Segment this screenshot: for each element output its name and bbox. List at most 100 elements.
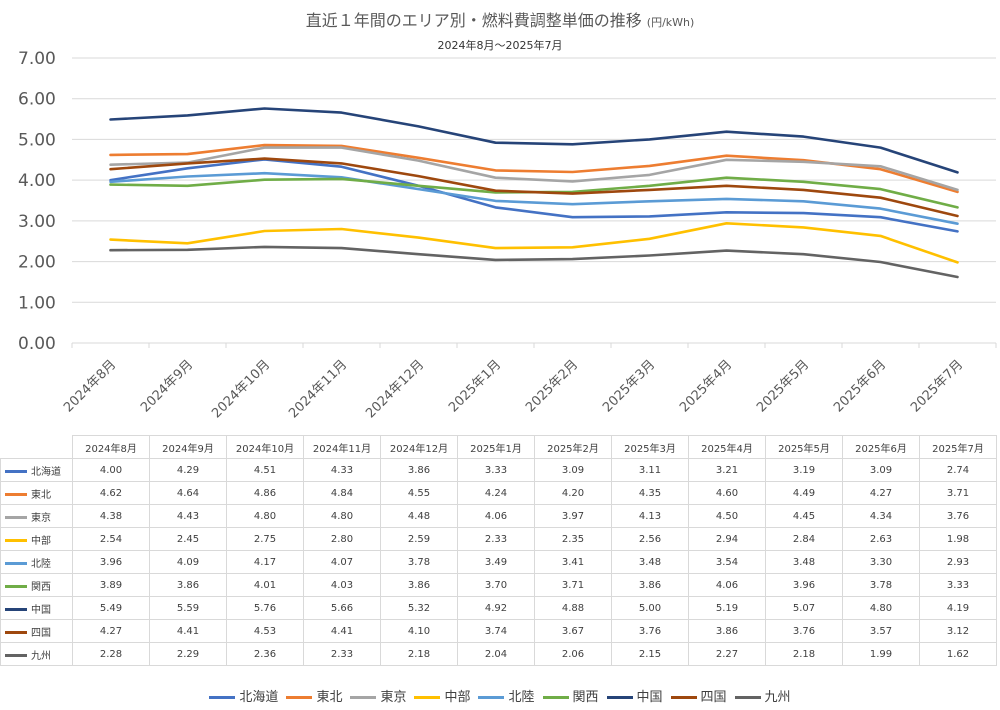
table-cell: 3.76 [611,619,689,643]
table-cell: 4.60 [688,481,766,505]
table-cell: 3.78 [842,573,920,597]
table-cell: 4.49 [765,481,843,505]
table-cell: 3.86 [380,458,458,482]
x-tick-label: 2024年11月 [286,357,350,421]
legend-label: 関西 [572,690,599,705]
legend-item: 東京 [350,686,406,705]
legend-key [5,608,27,611]
y-tick-label: 6.00 [18,90,56,110]
series-line [109,171,959,225]
table-row: 中部 2.54 2.45 2.75 2.80 2.59 2.33 2.35 2.56 2.94 2.… [0,527,997,551]
x-tick-label: 2025年7月 [908,357,966,415]
table-cell: 5.76 [226,596,304,620]
x-tick-label: 2025年4月 [677,357,735,415]
table-column-header: 2025年3月 [611,435,689,459]
x-tick-label: 2025年5月 [754,357,812,415]
table-cell: 3.09 [842,458,920,482]
table-cell: 4.62 [72,481,150,505]
legend-label: 中部 [444,690,471,705]
table-cell: 5.66 [303,596,381,620]
x-tick-label: 2024年8月 [61,357,119,415]
table-cell: 4.55 [380,481,458,505]
table-cell: 3.86 [688,619,766,643]
table-cell: 3.86 [149,573,227,597]
legend-key [670,696,697,699]
table-cell: 2.27 [688,642,766,666]
table-cell: 3.33 [919,573,997,597]
table-cell: 4.84 [303,481,381,505]
table-cell: 5.19 [688,596,766,620]
table-cell: 4.80 [842,596,920,620]
x-tick-label: 2024年10月 [209,357,273,421]
legend-label: 北海道 [239,690,279,705]
legend-item: 北陸 [478,686,535,705]
table-cell: 4.33 [303,458,381,482]
table-column-header: 2024年9月 [149,435,227,459]
table-cell: 4.88 [534,596,612,620]
chart-title-block: 直近１年間のエリア別・燃料費調整単価の推移 (円/kWh) [0,7,1000,31]
table-column-header: 2024年11月 [303,435,381,459]
table-cell: 2.35 [534,527,612,551]
table-cell: 4.01 [226,573,304,597]
legend-key [5,470,27,473]
table-cell: 4.19 [919,596,997,620]
table-cell: 3.12 [919,619,997,643]
y-tick-label: 1.00 [18,293,56,313]
table-cell: 4.09 [149,550,227,574]
table-row-header: 北海道 [0,458,73,482]
y-tick-label: 5.00 [18,130,56,150]
table-cell: 2.59 [380,527,458,551]
legend-key [286,696,313,699]
legend-item: 東北 [286,686,342,705]
table-cell: 3.48 [611,550,689,574]
legend-label: 九州 [764,690,791,705]
x-tick-label: 2024年12月 [363,357,427,421]
table-cell: 3.11 [611,458,689,482]
table-cell: 2.84 [765,527,843,551]
table-cell: 5.07 [765,596,843,620]
table-cell: 4.34 [842,504,920,528]
legend-item: 中部 [414,686,470,705]
table-row-header: 関西 [0,573,73,597]
series-name: 四国 [31,627,51,639]
table-column-header: 2025年5月 [765,435,843,459]
table-cell: 5.00 [611,596,689,620]
y-tick-label: 3.00 [18,212,56,232]
table-row: 四国 4.27 4.41 4.53 4.41 4.10 3.74 3.67 3.76 3.86 3.… [0,619,997,643]
table-cell: 2.63 [842,527,920,551]
table-cell: 2.93 [919,550,997,574]
table-column-header: 2025年1月 [457,435,535,459]
table-cell: 3.57 [842,619,920,643]
table-cell: 4.80 [303,504,381,528]
table-cell: 2.75 [226,527,304,551]
table-cell: 3.71 [534,573,612,597]
table-row-header: 中国 [0,596,73,620]
table-column-header: 2025年2月 [534,435,612,459]
table-cell: 2.28 [72,642,150,666]
table-cell: 4.38 [72,504,150,528]
table-cell: 3.19 [765,458,843,482]
series-line [109,222,959,264]
table-row-header: 九州 [0,642,73,666]
table-cell: 3.67 [534,619,612,643]
table-cell: 2.56 [611,527,689,551]
table-cell: 3.76 [919,504,997,528]
table-cell: 3.71 [919,481,997,505]
table-cell: 4.41 [149,619,227,643]
legend-key [350,696,377,699]
table-cell: 3.09 [534,458,612,482]
chart-title-unit: (円/kWh) [646,16,695,29]
table-cell: 1.99 [842,642,920,666]
table-cell: 3.21 [688,458,766,482]
table-cell: 4.53 [226,619,304,643]
series-line [109,146,959,192]
table-cell: 2.45 [149,527,227,551]
table-cell: 3.70 [457,573,535,597]
table-row-header: 北陸 [0,550,73,574]
data-table: 2024年8月 2024年9月 2024年10月 2024年11月 2024年12月 20… [0,435,997,666]
table-row: 北陸 3.96 4.09 4.17 4.07 3.78 3.49 3.41 3.48 3.54 3.… [0,550,997,574]
table-cell: 3.33 [457,458,535,482]
table-cell: 1.98 [919,527,997,551]
legend-key [478,696,505,699]
series-name: 中国 [31,604,51,616]
